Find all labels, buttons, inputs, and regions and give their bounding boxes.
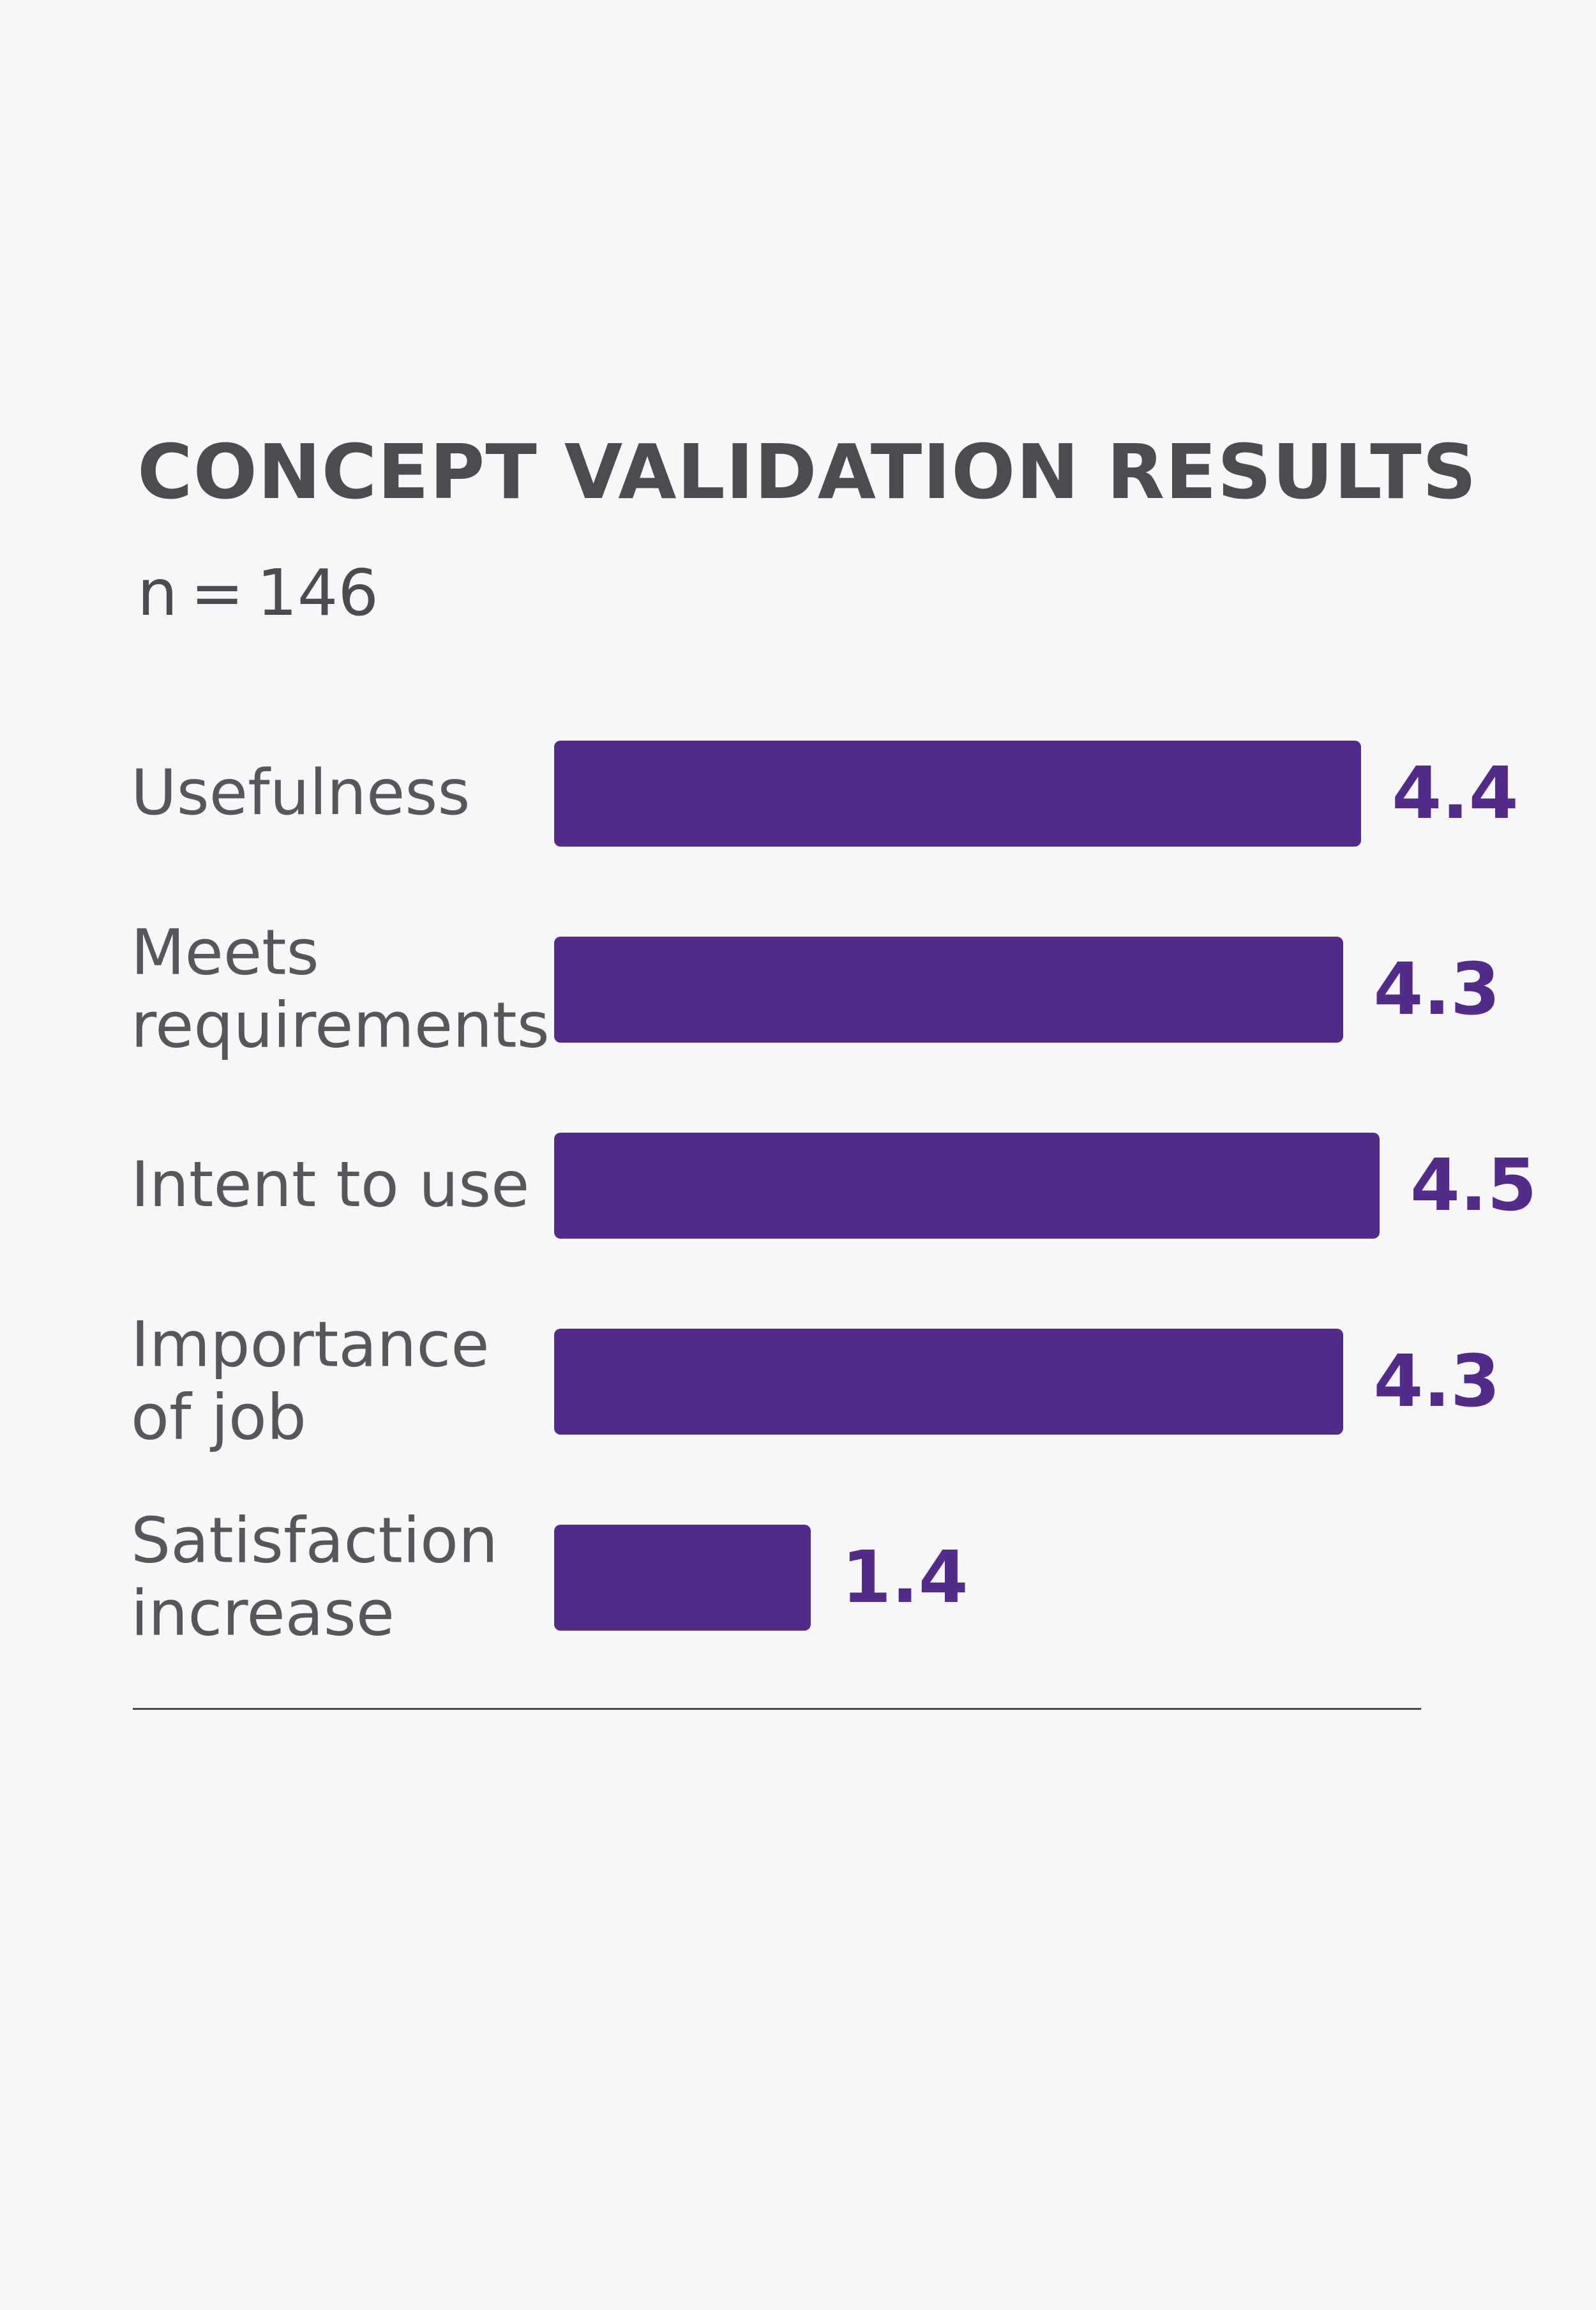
bar <box>554 1525 811 1631</box>
category-label: Satisfaction increase <box>131 1504 499 1650</box>
category-label: Importance of job <box>131 1308 490 1454</box>
data-label: 4.4 <box>1392 752 1519 835</box>
bar <box>554 1133 1380 1239</box>
category-label: Meets requirements <box>131 916 550 1062</box>
sample-size-label: n = 146 <box>137 555 379 630</box>
bar <box>554 937 1343 1043</box>
chart-baseline <box>133 1708 1421 1710</box>
data-label: 4.3 <box>1373 948 1500 1031</box>
bar <box>554 741 1362 847</box>
bar <box>554 1329 1343 1435</box>
category-label: Intent to use <box>131 1149 530 1222</box>
category-label: Usefulness <box>131 757 471 830</box>
chart-title: CONCEPT VALIDATION RESULTS <box>137 428 1477 516</box>
data-label: 1.4 <box>841 1536 968 1619</box>
data-label: 4.3 <box>1373 1340 1500 1423</box>
data-label: 4.5 <box>1410 1144 1537 1227</box>
